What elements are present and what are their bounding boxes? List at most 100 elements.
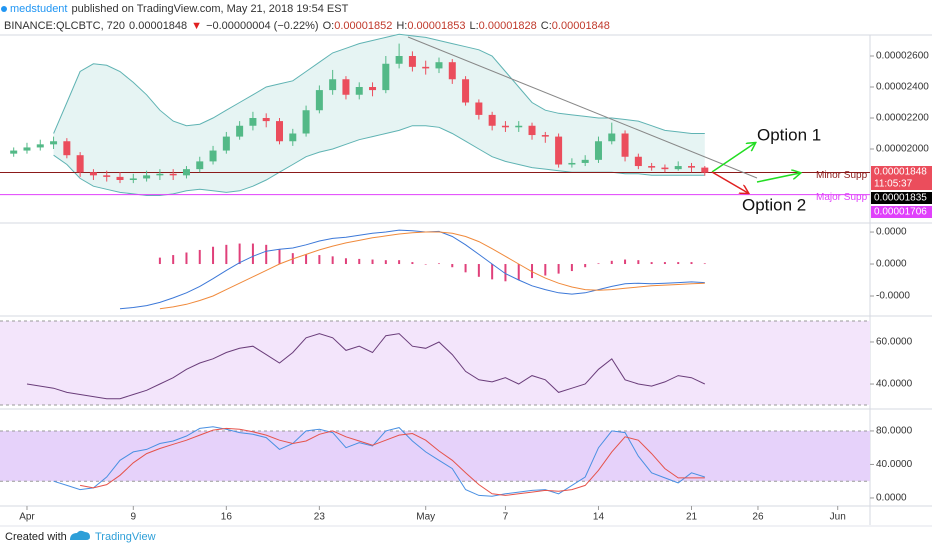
c-value: 0.00001848 bbox=[552, 20, 610, 32]
symbol-line: BINANCE:QLCBTC, 720 0.00001848 ▼ −0.0000000… bbox=[4, 20, 610, 32]
candle-body bbox=[608, 133, 616, 142]
footer-brand[interactable]: TradingView bbox=[95, 531, 156, 543]
histogram-bar bbox=[597, 263, 600, 265]
candle-body bbox=[315, 90, 323, 111]
y-tick-label: 0.00002200 bbox=[876, 113, 929, 124]
histogram-bar bbox=[251, 243, 254, 265]
histogram-bar bbox=[557, 264, 560, 274]
histogram-bar bbox=[212, 246, 215, 265]
histogram-bar bbox=[398, 260, 401, 265]
line bbox=[53, 426, 705, 497]
trend-line bbox=[407, 36, 758, 179]
candle-body bbox=[143, 175, 151, 179]
candle-body bbox=[661, 167, 669, 170]
histogram-bar bbox=[172, 255, 175, 265]
o-label: O: bbox=[323, 20, 335, 32]
h-label: H: bbox=[396, 20, 407, 32]
change: −0.00000004 (−0.22%) bbox=[206, 20, 319, 32]
x-tick-label: 21 bbox=[686, 512, 698, 523]
arrow-up bbox=[711, 143, 755, 173]
histogram-bar bbox=[464, 264, 467, 273]
header-line: medstudent published on TradingView.com, … bbox=[10, 3, 349, 15]
histogram-bar bbox=[265, 244, 268, 265]
x-tick-label: Jun bbox=[830, 512, 846, 523]
histogram-bar bbox=[451, 264, 454, 268]
candle-body bbox=[462, 79, 470, 103]
histogram-bar bbox=[344, 258, 347, 265]
author[interactable]: medstudent bbox=[10, 3, 67, 15]
histogram-bar bbox=[198, 249, 201, 265]
candle-body bbox=[209, 150, 217, 162]
candle-body bbox=[369, 87, 377, 91]
logo bbox=[70, 530, 90, 540]
footer-created: Created with bbox=[5, 531, 67, 543]
histogram-bar bbox=[411, 262, 414, 265]
histogram-bar bbox=[158, 257, 161, 265]
candle-body bbox=[555, 136, 563, 165]
candle-body bbox=[621, 133, 629, 157]
candle-body bbox=[541, 135, 549, 137]
histogram-bar bbox=[544, 264, 547, 276]
histogram-bar bbox=[624, 259, 627, 265]
candle-body bbox=[10, 150, 18, 154]
candle-body bbox=[634, 156, 642, 167]
candle-body bbox=[475, 102, 483, 115]
o-value: 0.00001852 bbox=[334, 20, 392, 32]
avatar bbox=[1, 6, 7, 12]
candle-body bbox=[76, 155, 84, 173]
annotation: Option 1 bbox=[757, 125, 821, 144]
histogram-bar bbox=[305, 254, 308, 265]
candle-body bbox=[488, 114, 496, 126]
c-label: C: bbox=[541, 20, 552, 32]
candle-body bbox=[262, 117, 270, 122]
candle-body bbox=[408, 56, 416, 67]
candle-body bbox=[63, 141, 71, 156]
y-tick-label: 0.00002600 bbox=[876, 51, 929, 62]
line bbox=[53, 33, 705, 134]
line bbox=[159, 231, 705, 310]
histogram-bar bbox=[185, 252, 188, 265]
histogram-bar bbox=[504, 264, 507, 282]
candle-body bbox=[501, 125, 509, 128]
y-tick-label: 40.0000 bbox=[876, 459, 913, 470]
histogram-bar bbox=[384, 260, 387, 265]
candle-body bbox=[289, 133, 297, 142]
histogram-bar bbox=[637, 260, 640, 265]
candle-body bbox=[674, 166, 682, 170]
band bbox=[0, 430, 870, 482]
price-label-bg bbox=[871, 178, 932, 190]
candle-body bbox=[395, 56, 403, 64]
histogram-bar bbox=[531, 264, 534, 279]
histogram-bar bbox=[477, 264, 480, 277]
histogram-bar bbox=[371, 259, 374, 265]
histogram-bar bbox=[584, 264, 587, 268]
candle-body bbox=[648, 166, 656, 168]
price-label: 0.00001848 bbox=[874, 167, 927, 178]
change-arrow: ▼ bbox=[191, 20, 202, 32]
candle-body bbox=[422, 66, 430, 69]
candle-body bbox=[568, 162, 576, 165]
histogram-bar bbox=[703, 263, 706, 265]
candle-body bbox=[23, 147, 31, 151]
candle-body bbox=[196, 161, 204, 170]
candle-body bbox=[236, 125, 244, 137]
candle-body bbox=[355, 87, 363, 95]
candle-body bbox=[36, 144, 44, 148]
histogram-bar bbox=[690, 262, 693, 265]
symbol: BINANCE:QLCBTC, 720 bbox=[4, 20, 125, 32]
l-value: 0.00001828 bbox=[479, 20, 537, 32]
candle-body bbox=[156, 173, 164, 176]
x-tick-label: 14 bbox=[593, 512, 605, 523]
candle-body bbox=[329, 79, 337, 91]
y-tick-label: 0.00002400 bbox=[876, 82, 929, 93]
candle-body bbox=[129, 178, 137, 180]
band bbox=[0, 320, 870, 406]
price-label: 0.00001835 bbox=[874, 193, 927, 204]
x-tick-label: May bbox=[416, 512, 435, 523]
histogram-bar bbox=[358, 258, 361, 265]
x-tick-label: 7 bbox=[503, 512, 509, 523]
candle-body bbox=[116, 176, 124, 180]
y-tick-label: 40.0000 bbox=[876, 379, 913, 390]
